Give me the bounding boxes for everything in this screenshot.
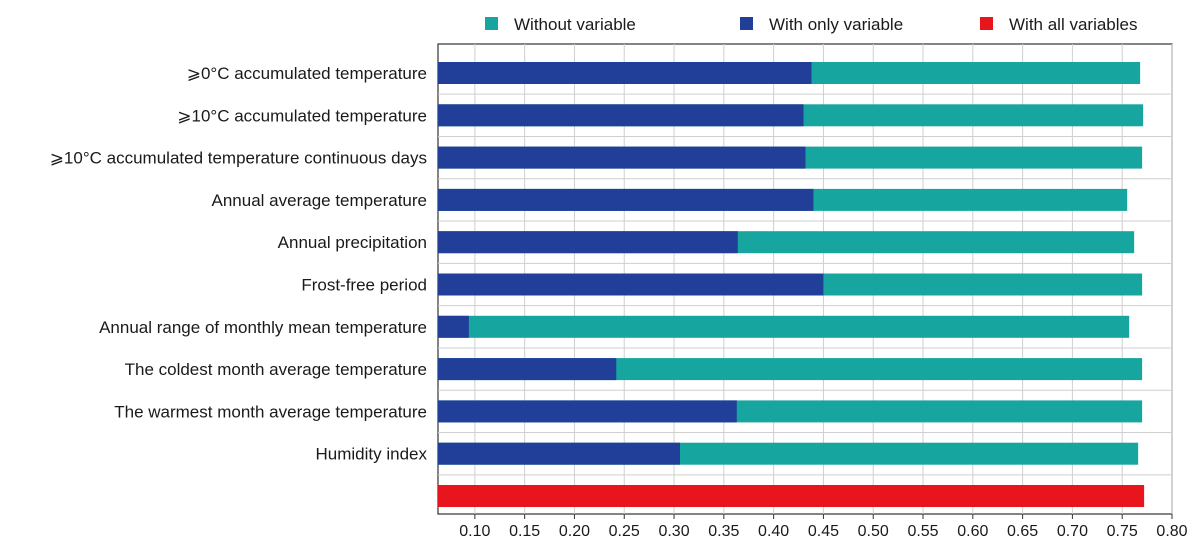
bar-with-only-variable — [438, 315, 469, 338]
legend-swatch — [485, 17, 498, 30]
x-tick-label: 0.25 — [609, 523, 640, 539]
category-label: Annual precipitation — [278, 233, 427, 252]
bar-without-variable — [438, 315, 1130, 338]
bars — [438, 62, 1145, 507]
x-tick-label: 0.10 — [459, 523, 490, 539]
x-tick-label: 0.75 — [1107, 523, 1138, 539]
x-tick-label: 0.35 — [708, 523, 739, 539]
x-tick-label: 0.20 — [559, 523, 590, 539]
bar-with-only-variable — [438, 146, 806, 169]
legend-label: With only variable — [769, 15, 903, 34]
x-tick-label: 0.80 — [1156, 523, 1187, 539]
bar-with-only-variable — [438, 62, 812, 84]
x-tick-label: 0.50 — [858, 523, 889, 539]
category-labels: ⩾0°C accumulated temperature ⩾10°C accumu… — [50, 64, 428, 464]
category-label: ⩾10°C accumulated temperature — [177, 106, 427, 125]
bar-with-only-variable — [438, 188, 814, 211]
bar-with-only-variable — [438, 231, 738, 254]
bar-with-only-variable — [438, 358, 617, 381]
category-label: Annual range of monthly mean temperature — [99, 318, 427, 337]
bar-with-only-variable — [438, 400, 737, 423]
category-label: The warmest month average temperature — [114, 402, 427, 421]
legend-swatch — [980, 17, 993, 30]
bar-with-only-variable — [438, 442, 681, 465]
bar-with-only-variable — [438, 273, 824, 296]
x-axis: 0.10 0.15 0.20 0.25 0.30 0.35 0.40 0.45 0.50 0.55… — [459, 514, 1188, 539]
x-tick-label: 0.55 — [907, 523, 938, 539]
x-tick-label: 0.70 — [1057, 523, 1088, 539]
legend-swatch — [740, 17, 753, 30]
x-tick-label: 0.60 — [957, 523, 988, 539]
legend-label: With all variables — [1009, 15, 1138, 34]
legend-label: Without variable — [514, 15, 636, 34]
category-label: ⩾0°C accumulated temperature — [187, 64, 427, 83]
x-tick-label: 0.45 — [808, 523, 839, 539]
category-label: ⩾10°C accumulated temperature continuous… — [50, 149, 427, 168]
x-tick-label: 0.15 — [509, 523, 540, 539]
category-label: Annual average temperature — [212, 191, 427, 210]
legend: Without variable With only variable With a… — [485, 15, 1138, 34]
x-tick-label: 0.40 — [758, 523, 789, 539]
bar-with-all-variables — [438, 485, 1145, 507]
x-tick-label: 0.65 — [1007, 523, 1038, 539]
category-label: Frost-free period — [301, 276, 427, 295]
x-tick-label: 0.30 — [658, 523, 689, 539]
bar-with-only-variable — [438, 104, 804, 127]
category-label: Humidity index — [316, 445, 428, 464]
category-label: The coldest month average temperature — [125, 360, 427, 379]
